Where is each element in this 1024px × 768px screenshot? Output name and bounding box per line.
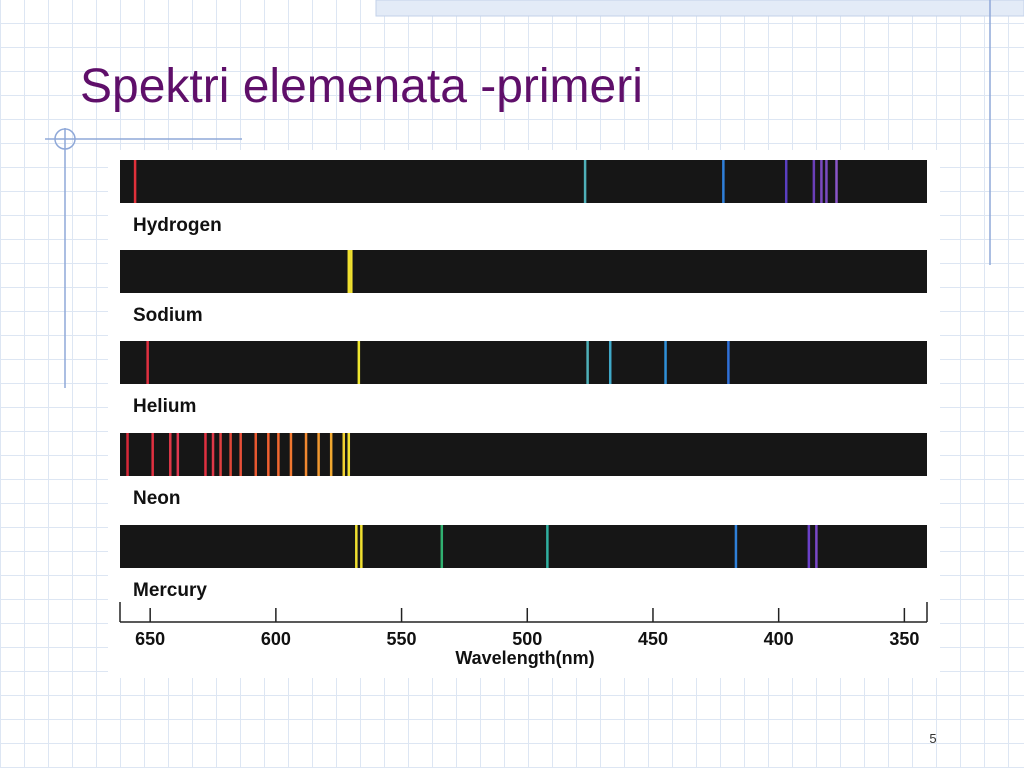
series-label: Hydrogen: [133, 215, 222, 236]
series-label: Mercury: [133, 580, 207, 601]
x-tick-label: 450: [638, 629, 668, 649]
series-label: Neon: [133, 488, 181, 509]
spectrum-band: [120, 341, 927, 384]
slide-title: Spektri elemenata -primeri: [80, 60, 643, 113]
decor-circle: [54, 128, 76, 150]
spectrum-band: [120, 250, 927, 293]
x-tick-label: 350: [889, 629, 919, 649]
x-tick-label: 550: [387, 629, 417, 649]
series-label: Helium: [133, 396, 196, 417]
series-label: Sodium: [133, 305, 203, 326]
spectrum-band: [120, 433, 927, 476]
page-number: 5: [929, 731, 936, 746]
x-tick-label: 600: [261, 629, 291, 649]
x-tick-label: 650: [135, 629, 165, 649]
figure-background: [108, 150, 940, 678]
x-tick-label: 400: [764, 629, 794, 649]
spectrum-band: [120, 525, 927, 568]
decor-bar: [375, 0, 1024, 17]
x-axis-label: Wavelength(nm): [455, 648, 594, 668]
spectrum-band: [120, 160, 927, 203]
x-tick-label: 500: [512, 629, 542, 649]
